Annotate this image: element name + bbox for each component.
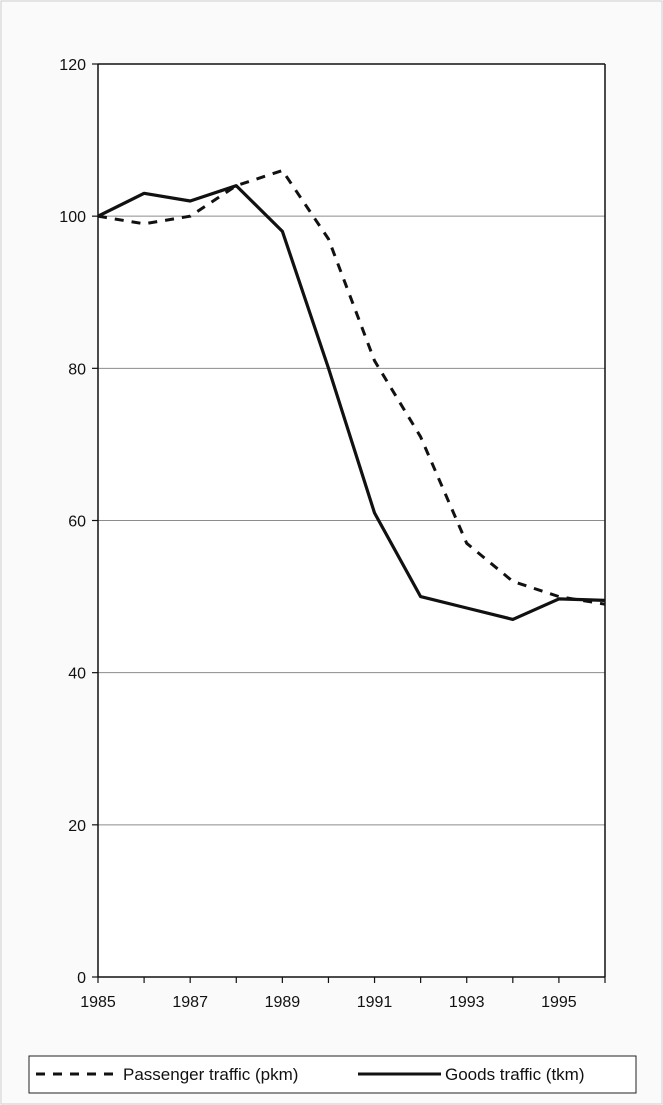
y-tick-label: 100 [59, 209, 86, 226]
x-tick-label: 1993 [449, 994, 485, 1011]
series-line-passenger-traffic [97, 169, 606, 606]
legend-label-goods-traffic: Goods traffic (tkm) [445, 1065, 585, 1084]
x-tick-label: 1985 [80, 994, 116, 1011]
y-tick-label: 20 [68, 818, 86, 835]
series-line-goods-traffic [97, 184, 606, 622]
axes: 0 20 40 60 80 100 120 1985 1987 1989 1991 1993 1995 [59, 57, 606, 1011]
legend: Passenger traffic (pkm) Goods traffic (t… [28, 1055, 637, 1094]
x-tick-label: 1989 [265, 994, 301, 1011]
y-tick-label: 0 [77, 970, 86, 987]
y-tick-label: 40 [68, 666, 86, 683]
y-tick-label: 120 [59, 57, 86, 74]
x-tick-label: 1987 [172, 994, 208, 1011]
y-tick-label: 80 [68, 361, 86, 378]
legend-label-passenger-traffic: Passenger traffic (pkm) [123, 1065, 298, 1084]
series-lines [97, 169, 606, 622]
y-tick-label: 60 [68, 514, 86, 531]
x-tick-label: 1995 [541, 994, 577, 1011]
legend-box [28, 1055, 637, 1094]
x-tick-label: 1991 [357, 994, 393, 1011]
